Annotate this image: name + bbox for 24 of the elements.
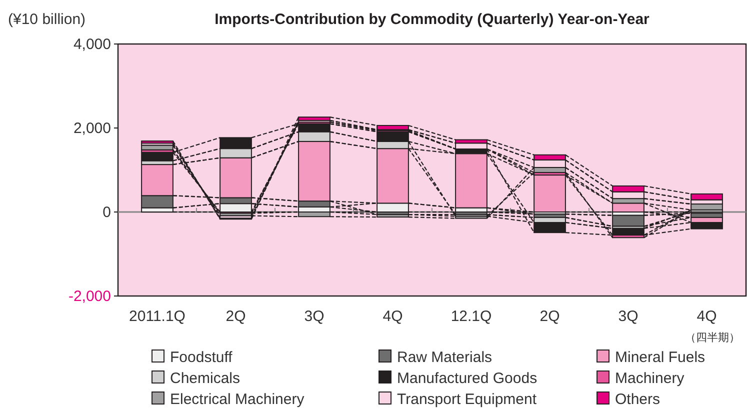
x-tick-label: 4Q (382, 308, 403, 325)
legend-label: Mineral Fuels (615, 349, 706, 366)
chart-title: Imports-Contribution by Commodity (Quarterly) Year-on-Year (214, 11, 650, 28)
legend-label: Manufactured Goods (397, 370, 538, 387)
x-tick-label: 3Q (304, 308, 324, 325)
legend-label: Foodstuff (170, 349, 234, 366)
y-tick-label: 0 (102, 204, 111, 221)
legend-label: Electrical Machinery (170, 391, 305, 408)
x-tick-label: 2Q (540, 308, 560, 325)
y-tick-label: 2,000 (73, 120, 111, 137)
x-tick-label: 2Q (226, 308, 246, 325)
x-tick-label: 2011.1Q (129, 308, 186, 325)
legend-label: Transport Equipment (397, 391, 538, 408)
y-axis-title: (¥10 billion) (8, 11, 86, 28)
legend-label: Raw Materials (397, 349, 492, 366)
legend-label: Chemicals (170, 370, 240, 387)
y-tick-label: -2,000 (68, 288, 111, 305)
text: （四半期） (685, 331, 740, 344)
legend-label: Others (615, 391, 660, 408)
x-tick-label: 3Q (618, 308, 638, 325)
y-tick-label: 4,000 (73, 36, 111, 53)
legend-label: Machinery (615, 370, 685, 387)
x-tick-label: 12.1Q (450, 308, 492, 325)
x-tick-label: 4Q (696, 308, 717, 325)
